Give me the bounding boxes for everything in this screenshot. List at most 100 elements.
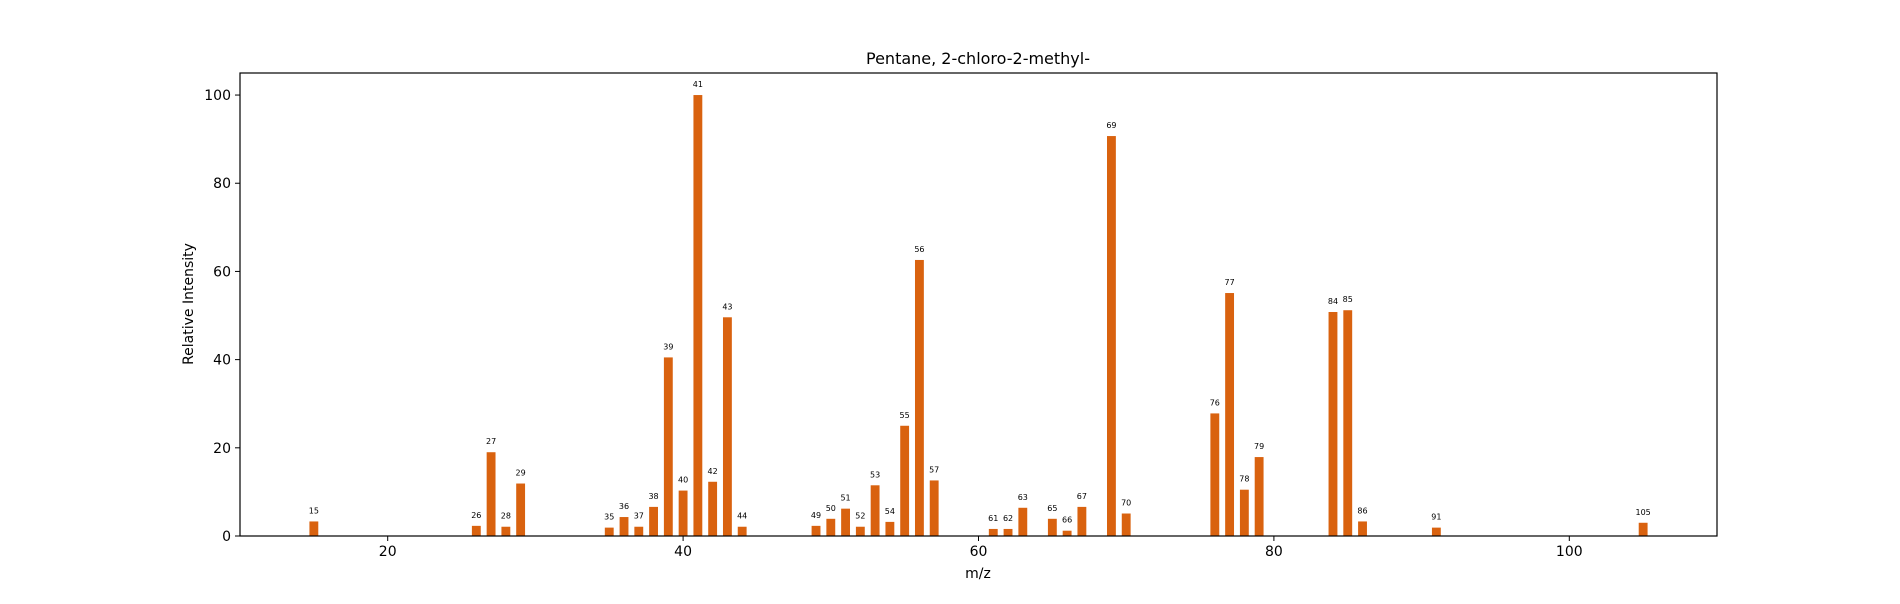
bar-label-mz-62: 62 (1003, 514, 1013, 523)
bar-label-mz-26: 26 (471, 511, 481, 520)
bar-mz-28 (501, 526, 511, 536)
bar-label-mz-28: 28 (501, 512, 511, 521)
bar-label-mz-105: 105 (1636, 508, 1651, 517)
bar-mz-52 (855, 526, 865, 536)
bar-label-mz-42: 42 (708, 467, 718, 476)
bar-label-mz-77: 77 (1224, 278, 1234, 287)
bar-label-mz-51: 51 (840, 494, 850, 503)
bar-mz-86 (1358, 521, 1367, 536)
bar-label-mz-56: 56 (914, 245, 924, 254)
bar-label-mz-78: 78 (1239, 475, 1249, 484)
bar-mz-85 (1343, 310, 1353, 536)
bar-mz-53 (870, 485, 880, 536)
bar-mz-37 (634, 526, 644, 536)
bar-mz-69 (1106, 136, 1116, 536)
bar-mz-49 (811, 525, 821, 536)
bar-mz-56 (914, 259, 924, 536)
bar-label-mz-69: 69 (1106, 121, 1116, 130)
y-tick-label-100: 100 (204, 88, 231, 104)
bars-layer (309, 95, 1648, 537)
x-tick-label-40: 40 (674, 544, 692, 560)
bar-mz-70 (1121, 513, 1131, 536)
bar-mz-61 (988, 528, 998, 536)
bar-label-mz-67: 67 (1077, 492, 1087, 501)
y-tick-label-80: 80 (213, 176, 231, 192)
bar-mz-50 (826, 518, 836, 536)
bar-label-mz-57: 57 (929, 465, 939, 474)
bar-mz-44 (737, 526, 747, 536)
bar-label-mz-84: 84 (1328, 297, 1338, 306)
bar-mz-57 (929, 480, 939, 536)
bar-mz-78 (1239, 489, 1249, 536)
bar-mz-38 (649, 506, 658, 536)
bar-label-mz-43: 43 (722, 302, 732, 311)
bar-mz-36 (619, 517, 629, 536)
bar-label-mz-55: 55 (900, 411, 910, 420)
bar-label-mz-63: 63 (1018, 493, 1028, 502)
x-tick-label-60: 60 (970, 544, 988, 560)
bar-label-mz-50: 50 (826, 504, 836, 513)
bar-mz-42 (708, 481, 718, 536)
bar-mz-65 (1047, 518, 1057, 536)
bar-label-mz-40: 40 (678, 476, 688, 485)
bar-label-mz-54: 54 (885, 507, 895, 516)
bar-label-mz-35: 35 (604, 513, 614, 522)
bar-mz-76 (1210, 413, 1220, 536)
y-tick-label-20: 20 (213, 441, 231, 457)
y-axis: 0 20 40 60 80 100 (204, 88, 240, 545)
bar-mz-43 (722, 317, 732, 536)
y-tick-label-60: 60 (213, 264, 231, 280)
bar-mz-26 (471, 525, 481, 536)
bar-label-mz-91: 91 (1431, 513, 1441, 522)
x-axis: 20 40 60 80 100 (379, 536, 1583, 560)
x-tick-label-20: 20 (379, 544, 397, 560)
bar-mz-63 (1018, 507, 1028, 536)
bar-mz-105 (1638, 522, 1648, 536)
bar-label-mz-29: 29 (516, 469, 526, 478)
bar-label-mz-53: 53 (870, 470, 880, 479)
y-tick-label-40: 40 (213, 353, 231, 369)
bar-mz-66 (1062, 530, 1072, 536)
chart-title: Pentane, 2-chloro-2-methyl- (866, 49, 1090, 68)
bar-mz-55 (900, 425, 910, 536)
bar-label-mz-65: 65 (1047, 504, 1057, 513)
bar-mz-35 (604, 527, 614, 536)
bar-label-mz-27: 27 (486, 437, 496, 446)
x-axis-label: m/z (965, 566, 991, 582)
bar-label-mz-79: 79 (1254, 442, 1264, 451)
bar-label-mz-49: 49 (811, 511, 821, 520)
bar-label-mz-36: 36 (619, 502, 629, 511)
x-tick-label-80: 80 (1265, 544, 1283, 560)
bar-mz-15 (309, 521, 319, 536)
bar-mz-77 (1225, 293, 1235, 536)
bar-mz-54 (885, 521, 895, 536)
bar-label-mz-86: 86 (1357, 506, 1367, 515)
bar-label-mz-41: 41 (693, 80, 703, 89)
bar-mz-79 (1254, 457, 1264, 536)
bar-label-mz-85: 85 (1343, 295, 1353, 304)
bar-mz-29 (516, 483, 526, 536)
bar-mz-51 (841, 508, 851, 536)
bar-label-mz-39: 39 (663, 342, 673, 351)
bar-label-mz-44: 44 (737, 512, 747, 521)
bar-mz-91 (1431, 527, 1441, 536)
plot-frame (239, 72, 1718, 537)
bar-mz-62 (1003, 528, 1013, 536)
y-tick-label-0: 0 (222, 529, 231, 545)
y-axis-label: Relative Intensity (181, 243, 197, 365)
bar-mz-40 (678, 490, 688, 536)
bar-mz-84 (1328, 311, 1338, 536)
bar-label-mz-38: 38 (648, 492, 658, 501)
bar-mz-27 (486, 452, 496, 536)
bar-label-mz-66: 66 (1062, 516, 1072, 525)
x-tick-label-100: 100 (1556, 544, 1583, 560)
bar-mz-39 (663, 357, 673, 536)
bar-label-mz-52: 52 (855, 512, 865, 521)
bar-label-mz-37: 37 (634, 512, 644, 521)
bar-label-mz-70: 70 (1121, 499, 1131, 508)
bar-label-mz-61: 61 (988, 514, 998, 523)
bar-label-mz-15: 15 (309, 506, 319, 515)
